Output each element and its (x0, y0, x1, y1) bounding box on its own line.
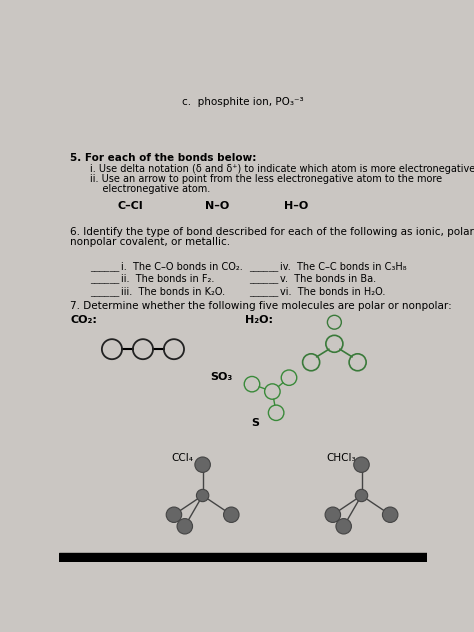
Text: ______: ______ (90, 287, 119, 297)
Bar (59, 553, 427, 562)
Text: v.  The bonds in Ba.: v. The bonds in Ba. (280, 274, 376, 284)
Circle shape (356, 489, 368, 502)
Text: SO₃: SO₃ (210, 372, 233, 382)
Text: CCl₄: CCl₄ (172, 453, 193, 463)
Text: C–Cl: C–Cl (118, 200, 143, 210)
Text: CO₂:: CO₂: (70, 315, 97, 325)
Text: i. Use delta notation (δ and δ⁺) to indicate which atom is more electronegative,: i. Use delta notation (δ and δ⁺) to indi… (90, 164, 474, 174)
Circle shape (177, 519, 192, 534)
Text: ii.  The bonds in F₂.: ii. The bonds in F₂. (121, 274, 215, 284)
Text: i.  The C–O bonds in CO₂.: i. The C–O bonds in CO₂. (121, 262, 243, 272)
Text: 5. For each of the bonds below:: 5. For each of the bonds below: (70, 153, 256, 163)
Text: c.  phosphite ion, PO₃⁻³: c. phosphite ion, PO₃⁻³ (182, 97, 304, 107)
Text: ______: ______ (90, 262, 119, 272)
Circle shape (196, 489, 209, 502)
Text: ______: ______ (249, 287, 278, 297)
Text: iii.  The bonds in K₂O.: iii. The bonds in K₂O. (121, 287, 225, 297)
Text: H₂O:: H₂O: (245, 315, 273, 325)
Circle shape (383, 507, 398, 523)
Text: ______: ______ (90, 274, 119, 284)
Circle shape (354, 457, 369, 472)
Text: S: S (251, 418, 259, 428)
Text: H–O: H–O (284, 200, 308, 210)
Text: ______: ______ (249, 262, 278, 272)
Text: ii. Use an arrow to point from the less electronegative atom to the more: ii. Use an arrow to point from the less … (90, 174, 442, 185)
Text: 7. Determine whether the following five molecules are polar or nonpolar:: 7. Determine whether the following five … (70, 301, 452, 311)
Text: nonpolar covalent, or metallic.: nonpolar covalent, or metallic. (70, 237, 230, 246)
Circle shape (224, 507, 239, 523)
Text: vi.  The bonds in H₂O.: vi. The bonds in H₂O. (280, 287, 385, 297)
Text: 6. Identify the type of bond described for each of the following as ionic, polar: 6. Identify the type of bond described f… (70, 227, 474, 237)
Text: N–O: N–O (205, 200, 229, 210)
Text: iv.  The C–C bonds in C₃H₈: iv. The C–C bonds in C₃H₈ (280, 262, 407, 272)
Circle shape (325, 507, 341, 523)
Text: electronegative atom.: electronegative atom. (90, 185, 210, 195)
Text: CHCl₃: CHCl₃ (327, 453, 356, 463)
Text: ______: ______ (249, 274, 278, 284)
Circle shape (336, 519, 351, 534)
Circle shape (166, 507, 182, 523)
Circle shape (195, 457, 210, 472)
